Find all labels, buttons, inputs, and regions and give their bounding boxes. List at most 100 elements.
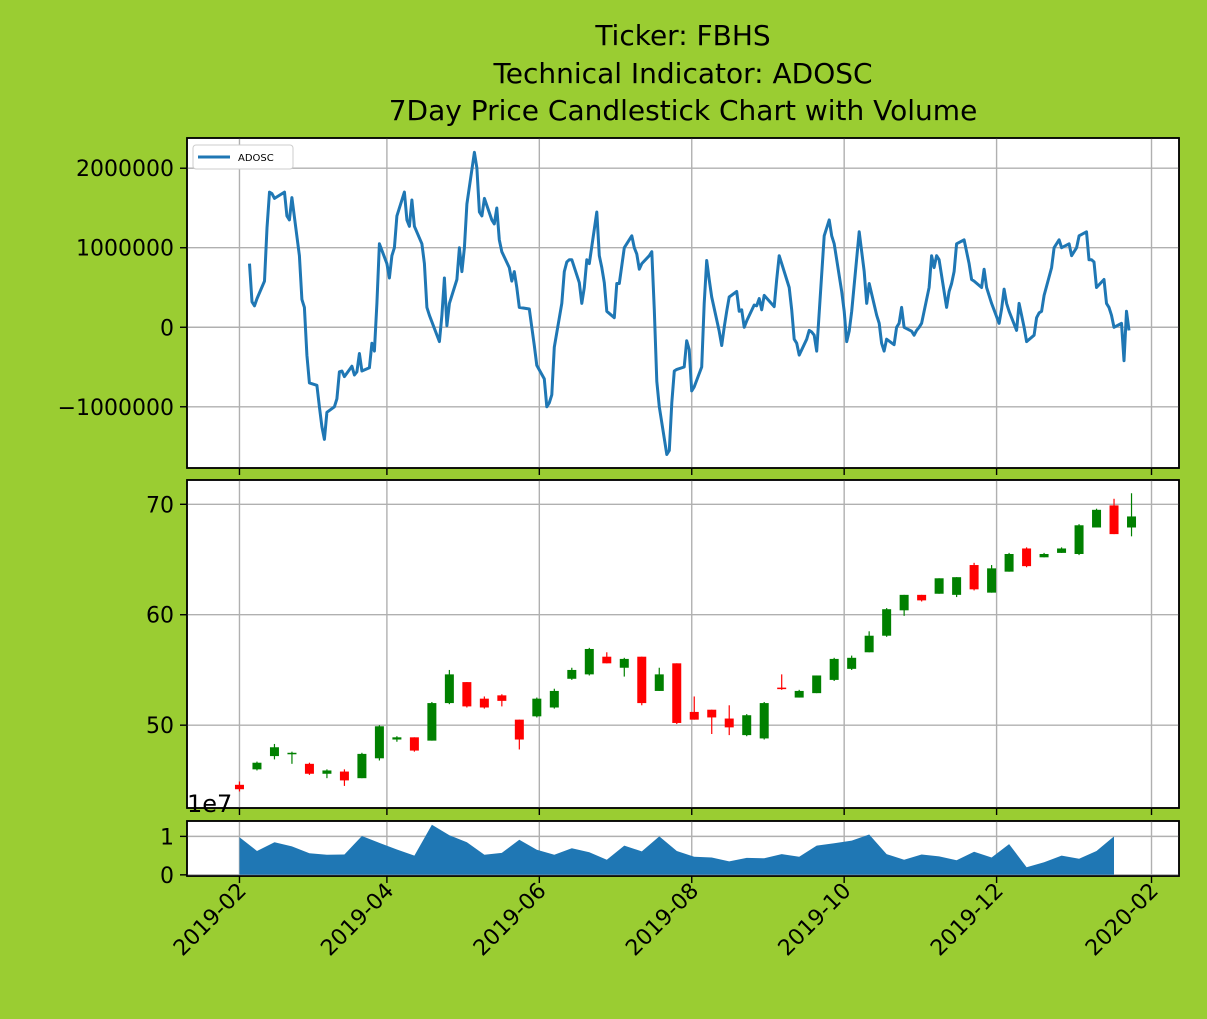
candle [584,647,594,676]
candle [864,631,874,653]
candle-body [269,747,279,757]
volume-axes-border [186,820,1180,877]
candle [479,696,489,709]
candle-body [514,719,524,740]
candle-body [497,695,507,701]
candle [339,769,349,786]
candle [1039,552,1049,558]
candle [1022,547,1032,568]
volume-area [239,824,1114,875]
candle-body [444,674,454,704]
candle-body [917,594,927,601]
candle-body [567,669,577,679]
candle-body [532,698,542,717]
title-line-1: Ticker: FBHS [594,19,770,52]
candle [707,709,717,735]
candle-body [549,690,559,708]
candle-body [287,752,297,755]
title-line-2: Technical Indicator: ADOSC [492,57,872,90]
candle-body [672,663,682,723]
legend-box [192,144,294,170]
price-grid [187,480,1179,808]
candle-body [392,737,402,740]
volume-x-ticks [238,876,1153,883]
candle-body [252,762,262,770]
candle-body [899,594,909,611]
candle-body [1092,509,1102,528]
volume-offset-label: 1e7 [187,790,232,818]
adosc-ytick-label: 0 [160,316,174,341]
candle-body [759,703,769,739]
candle [1074,524,1084,556]
candle-body [462,682,472,707]
price-x-ticks [238,808,1153,815]
candle-body [339,771,349,781]
candle-body [304,763,314,774]
candle-body [1057,548,1067,553]
candle-body [374,726,384,759]
candle-body [234,784,244,790]
candle-body [1039,553,1049,558]
price-candles [234,493,1137,792]
candle [847,655,857,670]
adosc-grid [187,138,1179,468]
candle [899,594,909,616]
candle-body [619,658,629,668]
legend: ADOSC [192,144,294,170]
candle-body [479,698,489,708]
legend-label-adosc: ADOSC [238,153,274,164]
candle-body [724,718,734,728]
candle-body [1022,548,1032,567]
candle [602,652,612,664]
adosc-axes-border [186,137,1180,469]
adosc-y-ticks: 2000000 1000000 0 −1000000 [58,157,187,421]
candle [794,689,804,698]
candle [742,714,752,737]
candle-body [427,703,437,741]
adosc-axes-frame [186,137,1180,469]
candle-body [882,609,892,636]
candle-body [864,635,874,653]
candle [1092,508,1102,528]
candle [532,697,542,718]
price-y-ticks: 50 60 70 [146,493,187,739]
candle [724,705,734,736]
candle-body [584,648,594,675]
candle [829,657,839,681]
candle-body [1004,553,1014,572]
candle [1109,498,1119,535]
candle [392,736,402,742]
candle-body [1127,516,1137,528]
candle [322,769,332,779]
candle-body [777,687,787,690]
candle [252,761,262,771]
adosc-series-line [248,150,1131,456]
candle-body [812,675,822,694]
candle [567,667,577,680]
volume-panel: 01 1e7 [160,790,1180,889]
candle-body [602,656,612,664]
adosc-ytick-label: 2000000 [76,157,174,182]
candle [497,694,507,707]
candle [444,669,454,705]
candle [882,608,892,637]
candle-body [742,715,752,736]
candle [619,657,629,677]
candle [427,701,437,741]
candle [952,577,962,598]
candle-body [1109,505,1119,535]
candle [689,696,699,720]
candle [777,674,787,690]
candle [672,663,682,725]
price-panel: 50 60 70 [146,479,1180,815]
candle [654,667,664,691]
adosc-x-ticks [238,468,1153,475]
title-line-3: 7Day Price Candlestick Chart with Volume [389,94,978,127]
candle [462,682,472,708]
candle-body [637,656,647,704]
volume-ytick-label: 1 [160,825,174,850]
candle-body [322,770,332,774]
candle-body [934,578,944,594]
candle [234,781,244,792]
